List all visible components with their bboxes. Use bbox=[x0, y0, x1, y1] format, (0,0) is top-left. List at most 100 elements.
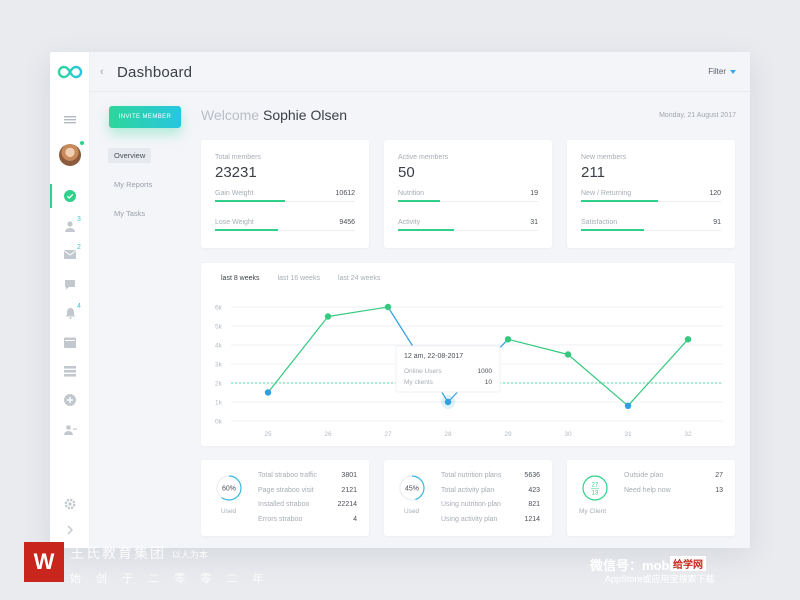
list-icon[interactable] bbox=[62, 363, 78, 379]
y-tick-label: 3k bbox=[215, 362, 223, 369]
watermark-tag: 以人为本 bbox=[171, 550, 208, 560]
x-tick-label: 29 bbox=[504, 431, 512, 438]
watermark-wechat: 微信号：mobileui bbox=[590, 558, 696, 573]
stat-card-total-members: Total members 23231 Gain Weight 10612 Lo… bbox=[201, 140, 369, 248]
dashboard-check-icon[interactable] bbox=[62, 188, 78, 204]
data-point bbox=[384, 303, 392, 311]
add-circle-icon[interactable] bbox=[62, 392, 78, 408]
line-chart[interactable]: 0k 1k 2k 3k 4k 5k 6k 25 26 27 28 29 30 31 32 12 am, 22-… bbox=[201, 263, 735, 446]
team-icon[interactable] bbox=[62, 421, 78, 437]
subnav-item-my-reports[interactable]: My Reports bbox=[114, 180, 153, 189]
settings-gear-icon[interactable] bbox=[62, 496, 78, 512]
stat-row: Nutrition 19 bbox=[398, 190, 538, 202]
series-segment bbox=[327, 306, 389, 318]
usage-donut: 45% bbox=[399, 475, 425, 501]
invite-member-button[interactable]: INVITE MEMBER bbox=[109, 106, 181, 128]
metric-row: Total activity plan 423 bbox=[441, 486, 540, 494]
series-segment bbox=[627, 338, 689, 407]
users-badge: 3 bbox=[77, 216, 81, 223]
page-title: Dashboard bbox=[117, 64, 193, 81]
stat-value: 23231 bbox=[215, 164, 257, 181]
x-tick-label: 27 bbox=[384, 431, 392, 438]
x-tick-label: 28 bbox=[444, 431, 452, 438]
tab-last-24-weeks[interactable]: last 24 weeks bbox=[337, 275, 381, 282]
x-tick-label: 30 bbox=[564, 431, 572, 438]
metric-row: Total nutrition plans 5636 bbox=[441, 472, 540, 479]
plans-usage-card: 45% Used Total nutrition plans 5636 Total… bbox=[384, 460, 552, 536]
welcome-prefix: Welcome bbox=[201, 107, 260, 123]
tab-last-8-weeks[interactable]: last 8 weeks bbox=[221, 275, 260, 282]
stat-value: 211 bbox=[581, 164, 605, 181]
tooltip-box bbox=[395, 345, 501, 393]
data-point bbox=[324, 313, 332, 320]
stat-row: Satisfaction 91 bbox=[581, 219, 721, 231]
progress-bar bbox=[215, 229, 278, 231]
tooltip-row-value: 10 bbox=[485, 379, 493, 386]
filter-dropdown[interactable]: Filter bbox=[708, 67, 736, 76]
series-segment bbox=[567, 354, 629, 407]
watermark-subtitle: 始 创 于 二 零 零 二 年 bbox=[70, 573, 270, 585]
stat-row: Gain Weight 10612 bbox=[215, 190, 355, 202]
stat-row-value: 31 bbox=[530, 219, 538, 226]
y-tick-label: 6k bbox=[215, 305, 223, 312]
mail-icon[interactable] bbox=[62, 247, 78, 263]
caret-down-icon bbox=[730, 69, 736, 74]
usage-percent: 45% bbox=[405, 486, 419, 493]
menu-icon[interactable] bbox=[62, 112, 78, 128]
stat-row-label: Lose Weight bbox=[215, 219, 254, 226]
usage-donut: 60% bbox=[216, 475, 242, 501]
subnav-item-my-tasks[interactable]: My Tasks bbox=[114, 209, 146, 218]
infinity-logo-icon[interactable] bbox=[57, 64, 83, 80]
usage-caption: Used bbox=[404, 508, 420, 515]
watermark-logo: W bbox=[24, 542, 64, 582]
stat-row-label: Activity bbox=[398, 219, 421, 226]
tooltip-row-label: My clients bbox=[404, 379, 434, 386]
x-tick-label: 31 bbox=[624, 431, 632, 438]
active-indicator bbox=[50, 184, 52, 208]
series-segment bbox=[267, 316, 329, 393]
stat-row: Activity 31 bbox=[398, 219, 538, 231]
progress-bar bbox=[581, 229, 644, 231]
expand-chevron-icon[interactable] bbox=[62, 522, 78, 538]
y-tick-label: 1k bbox=[215, 400, 223, 407]
watermark-title: 王氏教育集团 以人为本 bbox=[70, 543, 208, 563]
metric-row: Page straboo visit 2121 bbox=[258, 486, 357, 494]
stat-row-value: 91 bbox=[713, 219, 721, 226]
metric-row: Outside plan 27 bbox=[624, 472, 723, 479]
ratio-bottom: 13 bbox=[592, 491, 599, 497]
ratio-top: 27 bbox=[592, 483, 599, 489]
progress-bar bbox=[398, 229, 454, 231]
progress-bar bbox=[581, 200, 658, 202]
dashboard-window: 3 2 4 ‹ Dashboard bbox=[50, 52, 750, 548]
x-tick-label: 26 bbox=[324, 431, 332, 438]
data-point bbox=[504, 336, 512, 343]
y-tick-label: 5k bbox=[215, 324, 223, 331]
tab-last-16-weeks[interactable]: last 16 weeks bbox=[277, 275, 320, 282]
users-icon[interactable] bbox=[62, 218, 78, 234]
metric-list: Total straboo traffic 3801 Page straboo v… bbox=[258, 472, 357, 530]
metric-row: Errors straboo 4 bbox=[258, 515, 357, 523]
top-header: ‹ Dashboard Filter bbox=[90, 52, 750, 92]
bell-icon[interactable] bbox=[62, 305, 78, 321]
data-point bbox=[564, 351, 572, 358]
y-tick-label: 4k bbox=[215, 343, 223, 350]
calendar-icon[interactable] bbox=[62, 334, 78, 350]
chat-icon[interactable] bbox=[62, 276, 78, 292]
client-card: 27 13 My Client Outside plan 27 Need help… bbox=[567, 460, 735, 536]
subnav-item-overview[interactable]: Overview bbox=[108, 148, 152, 163]
watermark-line1: 王氏教育集团 bbox=[70, 545, 166, 561]
back-chevron-icon[interactable]: ‹ bbox=[100, 66, 104, 78]
stat-value: 50 bbox=[398, 164, 415, 181]
stat-row-value: 10612 bbox=[335, 190, 355, 197]
stat-card-new-members: New members 211 New / Returning 120 Sati… bbox=[567, 140, 735, 248]
data-point bbox=[264, 389, 272, 396]
current-date: Monday, 21 August 2017 bbox=[659, 112, 736, 119]
stat-label: New members bbox=[581, 154, 627, 161]
icon-rail: 3 2 4 bbox=[50, 52, 90, 548]
activity-chart-card: last 8 weeks last 16 weeks last 24 weeks… bbox=[201, 263, 735, 446]
client-caption: My Client bbox=[579, 508, 607, 515]
progress-bar bbox=[398, 200, 440, 202]
metric-list: Outside plan 27 Need help now 13 bbox=[624, 472, 723, 501]
avatar[interactable] bbox=[59, 144, 81, 166]
tooltip-title: 12 am, 22-08-2017 bbox=[404, 353, 463, 360]
